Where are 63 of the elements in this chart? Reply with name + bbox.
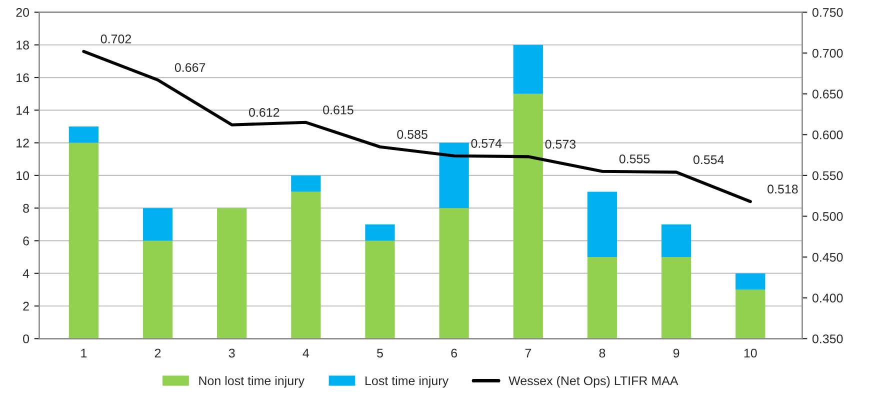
data-label: 0.612	[248, 108, 280, 117]
bar	[736, 290, 766, 339]
y-tick-label: 14	[16, 106, 30, 115]
bar	[217, 208, 247, 339]
bar	[439, 208, 469, 339]
line-series	[82, 50, 752, 204]
y-tick-label: 2	[23, 302, 29, 311]
y-tick-label: 16	[16, 73, 29, 82]
x-tick-label: 7	[525, 348, 531, 358]
x-tick-label: 4	[302, 348, 310, 358]
data-label: 0.554	[693, 155, 724, 164]
bar	[142, 240, 173, 339]
y-tick-label: 18	[16, 40, 29, 50]
y-tick-label: 20	[16, 8, 30, 17]
y-tick-label: 4	[22, 269, 30, 278]
bar	[587, 192, 618, 258]
y-tick-label: 0	[23, 334, 30, 344]
data-label: 0.555	[619, 154, 650, 164]
x-tick-label: 9	[673, 348, 680, 358]
data-label: 0.585	[397, 130, 428, 139]
y2-tick-label: 0.350	[812, 334, 843, 344]
y2-tick-label: 0.400	[812, 294, 843, 302]
x-tick-label: 5	[377, 348, 383, 358]
y2-tick-label: 0.450	[812, 252, 843, 262]
bar	[661, 224, 692, 258]
bar	[587, 257, 618, 339]
legend-label: Non lost time injury	[199, 376, 304, 388]
bar	[365, 224, 395, 241]
data-label: 0.702	[100, 34, 132, 44]
y2-tick-label: 0.700	[812, 48, 843, 58]
bar	[513, 44, 543, 94]
y-tick-label: 12	[16, 138, 29, 148]
y-tick-label: 8	[23, 204, 29, 213]
y2-tick-label: 0.550	[812, 171, 843, 180]
y2-tick-label: 0.750	[812, 8, 843, 17]
x-tick-label: 1	[81, 348, 87, 358]
data-label: 0.518	[768, 184, 798, 194]
data-label: 0.573	[545, 140, 576, 149]
y-tick-label: 6	[23, 236, 29, 246]
bar	[291, 192, 321, 339]
x-tick-label: 10	[744, 348, 757, 358]
bar	[291, 175, 321, 192]
bar	[661, 257, 692, 339]
data-label: 0.667	[174, 63, 206, 72]
x-tick-label: 2	[154, 348, 161, 358]
y2-tick-label: 0.650	[812, 90, 843, 98]
bar	[365, 240, 395, 339]
x-tick-label: 8	[599, 348, 606, 358]
data-label: 0.615	[323, 106, 354, 114]
y-tick-label: 10	[16, 171, 30, 180]
bar	[142, 208, 173, 241]
bar	[68, 126, 98, 143]
bar	[439, 142, 469, 208]
x-tick-label: 6	[451, 348, 457, 358]
bar	[513, 94, 543, 339]
x-tick-label: 3	[228, 348, 235, 358]
legend-label: Wessex (Net Ops) LTIFR MAA	[508, 376, 678, 388]
data-label: 0.574	[471, 138, 502, 148]
y2-tick-label: 0.500	[812, 212, 843, 221]
legend-label: Lost time injury	[366, 376, 449, 388]
bar	[68, 142, 98, 339]
y2-tick-label: 0.600	[812, 130, 843, 140]
bar	[736, 273, 766, 290]
